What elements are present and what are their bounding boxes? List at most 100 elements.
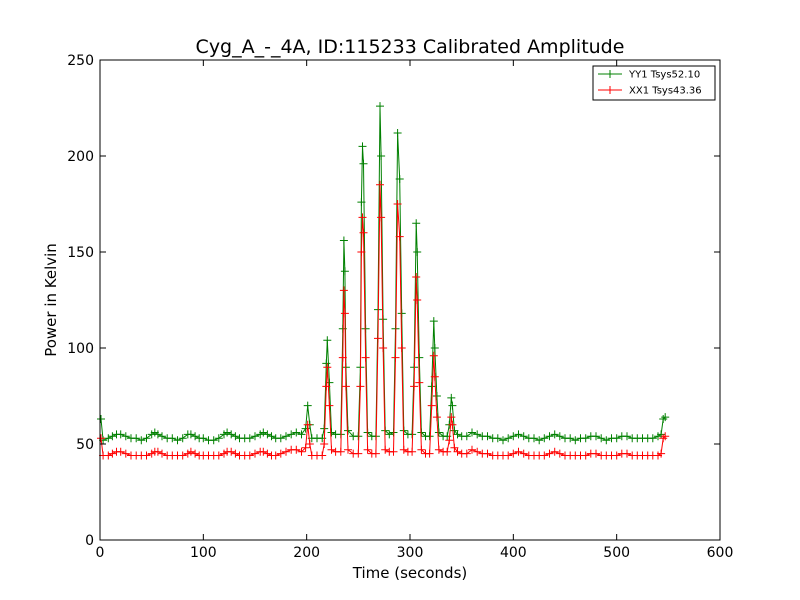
data-point <box>504 451 513 460</box>
data-point <box>142 451 151 460</box>
data-point <box>340 309 349 318</box>
data-point <box>376 180 384 189</box>
data-point <box>448 401 457 410</box>
data-point <box>282 447 290 456</box>
data-point <box>447 413 456 422</box>
data-point <box>379 344 388 352</box>
data-point <box>592 449 600 458</box>
data-point <box>267 432 276 441</box>
data-point <box>108 449 117 458</box>
data-point <box>374 334 382 343</box>
data-point <box>443 447 452 456</box>
data-point <box>493 434 502 443</box>
data-point <box>430 372 439 381</box>
data-point <box>597 434 606 443</box>
data-point <box>381 445 390 454</box>
data-point <box>412 273 421 281</box>
data-point <box>186 430 195 439</box>
data-point <box>245 434 254 443</box>
data-point <box>323 363 332 372</box>
data-point <box>462 432 471 441</box>
data-point <box>231 449 240 458</box>
data-point <box>427 382 436 391</box>
data-point <box>191 449 200 458</box>
y-axis-ticks: 0 50 100 150 200 250 <box>67 53 720 549</box>
data-point <box>227 447 236 456</box>
data-point <box>173 436 182 445</box>
data-point <box>359 228 368 237</box>
data-point <box>336 447 345 456</box>
data-point <box>271 451 280 460</box>
data-point <box>168 434 177 443</box>
data-point <box>581 434 590 443</box>
data-point <box>468 428 476 437</box>
data-point <box>391 353 400 362</box>
data-point <box>399 445 408 454</box>
data-point <box>623 432 631 441</box>
data-point <box>581 451 590 460</box>
data-point <box>339 236 348 245</box>
data-point <box>389 447 398 456</box>
data-point <box>530 434 538 443</box>
x-tick-label: 500 <box>603 545 630 561</box>
data-point <box>415 378 424 387</box>
data-point <box>223 428 232 437</box>
data-point <box>514 430 523 439</box>
legend: YY1 Tsys52.10 XX1 Tsys43.36 <box>592 65 716 101</box>
data-point <box>659 434 668 443</box>
data-point <box>448 420 457 429</box>
y-tick-label: 0 <box>85 533 94 549</box>
data-point <box>519 449 528 458</box>
data-point <box>393 129 402 137</box>
data-point <box>445 436 454 445</box>
data-point <box>432 392 441 400</box>
legend-entry-yy1: YY1 Tsys52.10 <box>598 70 700 81</box>
data-point <box>158 449 166 458</box>
x-tick-label: 300 <box>397 545 424 561</box>
data-point <box>132 434 141 443</box>
legend-entry-xx1: XX1 Tsys43.36 <box>598 86 702 97</box>
x-tick-label: 400 <box>500 545 527 561</box>
data-point <box>483 449 492 458</box>
data-point <box>555 432 564 441</box>
data-point <box>327 428 336 437</box>
data-point <box>535 436 544 445</box>
data-point <box>276 449 285 458</box>
data-point <box>287 430 296 439</box>
data-point <box>417 445 426 454</box>
x-tick-label: 0 <box>96 545 105 561</box>
data-point <box>357 248 366 256</box>
y-tick-label: 150 <box>67 245 94 261</box>
data-point <box>540 434 549 443</box>
data-point <box>116 447 125 456</box>
data-point <box>214 434 223 443</box>
data-point <box>592 432 600 441</box>
data-point <box>395 232 404 241</box>
data-point <box>415 353 424 362</box>
data-point <box>514 447 523 456</box>
x-axis-ticks: 0 100 200 300 400 500 600 <box>96 60 734 561</box>
data-point <box>245 451 254 460</box>
series-xx1 <box>97 180 670 460</box>
data-point <box>214 451 223 460</box>
data-point <box>612 451 621 460</box>
data-point <box>363 445 372 454</box>
data-point <box>282 432 290 441</box>
data-point <box>322 382 331 391</box>
data-point <box>429 317 438 326</box>
data-point <box>555 449 564 458</box>
data-point <box>545 432 554 441</box>
y-tick-label: 50 <box>76 437 94 453</box>
data-point <box>453 430 462 439</box>
x-tick-label: 600 <box>707 545 734 561</box>
y-tick-label: 100 <box>67 341 94 357</box>
data-point <box>566 434 575 443</box>
data-point <box>263 430 272 439</box>
data-point <box>116 430 125 439</box>
data-point <box>648 434 657 443</box>
data-point <box>410 382 419 391</box>
x-axis-label: Time (seconds) <box>352 564 468 582</box>
data-point <box>499 436 507 445</box>
legend-label-yy1: YY1 Tsys52.10 <box>628 70 700 81</box>
data-point <box>276 434 285 443</box>
